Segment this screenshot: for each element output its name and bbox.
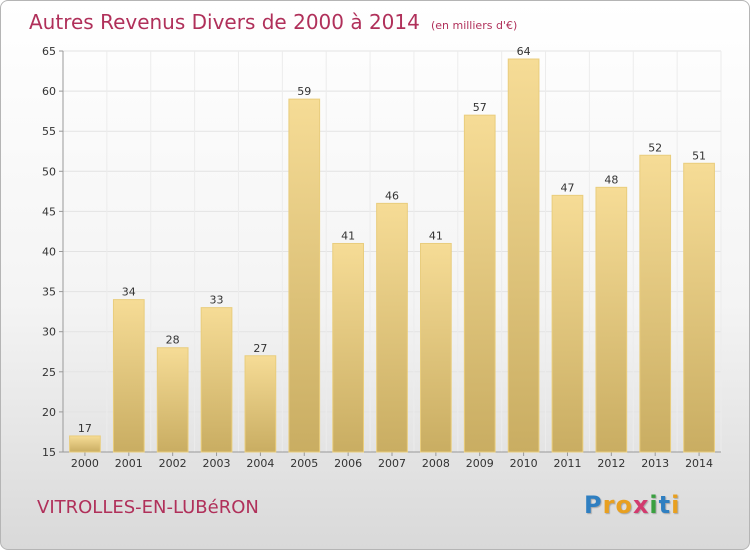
bar [288,98,321,453]
title-row: Autres Revenus Divers de 2000 à 2014 (en… [29,10,517,34]
logo-letter: o [615,491,633,519]
y-tick-label: 20 [42,406,56,419]
bar [332,242,364,453]
x-tick-label: 2009 [466,457,494,470]
logo-letter: t [658,491,672,519]
x-tick-label: 2003 [203,457,231,470]
logo-letter: P [584,491,603,519]
value-label: 57 [473,101,487,114]
labels: 15 20 25 30 35 40 45 50 55 60 65 17 2000 34 2001 28 2002… [42,45,713,470]
value-label: 64 [517,45,531,58]
y-tick-label: 40 [42,246,56,259]
bar [156,347,189,453]
value-label: 27 [253,342,267,355]
x-tick-label: 2010 [510,457,538,470]
x-tick-label: 2001 [115,457,143,470]
logo-letter: r [602,491,616,519]
bar [683,162,715,453]
y-tick-label: 65 [42,45,56,58]
proxiti-logo: Proxiti [584,491,680,519]
x-tick-label: 2002 [159,457,187,470]
logo-letter: i [649,491,659,519]
bar [463,114,496,453]
x-tick-label: 2012 [597,457,625,470]
bar [200,307,233,453]
chart-title: Autres Revenus Divers de 2000 à 2014 [29,10,420,34]
bar [507,58,540,453]
logo-letter: i [671,491,681,519]
y-tick-label: 35 [42,286,56,299]
x-tick-label: 2005 [290,457,318,470]
value-label: 46 [385,189,399,202]
y-tick-label: 30 [42,326,56,339]
value-label: 51 [692,149,706,162]
value-label: 17 [78,422,92,435]
x-tick-label: 2013 [641,457,669,470]
x-tick-label: 2007 [378,457,406,470]
commune-name: VITROLLES-EN-LUBéRON [37,497,259,518]
value-label: 41 [341,229,355,242]
bar [112,299,145,453]
x-tick-label: 2006 [334,457,362,470]
value-label: 28 [166,334,180,347]
x-tick-label: 2004 [246,457,274,470]
y-tick-label: 25 [42,366,56,379]
x-tick-label: 2000 [71,457,99,470]
logo-letter: x [632,491,650,519]
value-label: 59 [297,85,311,98]
bar [376,202,408,453]
value-label: 48 [604,173,618,186]
y-tick-label: 50 [42,165,56,178]
bar [551,194,584,453]
chart-subtitle: (en milliers d'€) [430,19,518,32]
value-label: 47 [560,181,574,194]
x-tick-label: 2014 [685,457,713,470]
bar [244,355,277,453]
value-label: 52 [648,141,662,154]
x-tick-label: 2011 [553,457,581,470]
bar [595,186,628,453]
y-tick-label: 60 [42,85,56,98]
value-label: 41 [429,229,443,242]
y-tick-label: 45 [42,205,56,218]
bar [420,242,452,453]
value-label: 34 [122,286,136,299]
bar [69,435,101,453]
bars [69,58,715,453]
x-tick-label: 2008 [422,457,450,470]
bar [639,154,672,453]
y-tick-label: 55 [42,125,56,138]
y-tick-label: 15 [42,446,56,459]
value-label: 33 [210,294,224,307]
